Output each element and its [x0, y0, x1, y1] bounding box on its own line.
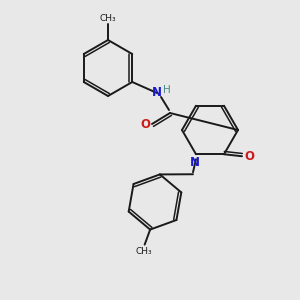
Text: O: O: [244, 150, 254, 163]
Text: O: O: [140, 118, 150, 131]
Text: CH₃: CH₃: [100, 14, 116, 23]
Text: N: N: [152, 86, 162, 100]
Text: H: H: [163, 85, 171, 95]
Text: CH₃: CH₃: [135, 247, 152, 256]
Text: N: N: [190, 156, 200, 169]
